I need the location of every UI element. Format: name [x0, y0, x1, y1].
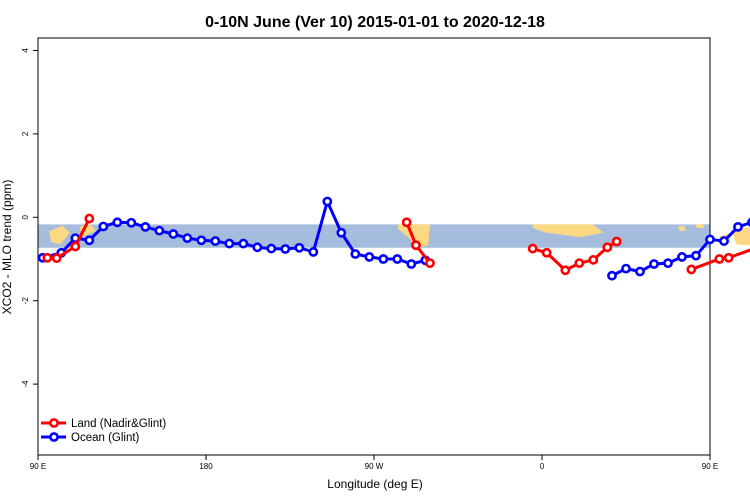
legend-entry: Ocean (Glint) [41, 432, 140, 444]
data-point [252, 242, 263, 253]
y-tick-label: 4 [21, 48, 30, 53]
legend-marker [49, 418, 59, 428]
land-shapes [49, 224, 750, 248]
data-point [527, 243, 538, 254]
se-asia-land-left [49, 225, 70, 245]
data-point [182, 233, 193, 244]
data-point [714, 254, 725, 264]
data-point [411, 240, 421, 251]
data-point [691, 250, 701, 261]
y-tick-label: -2 [21, 297, 30, 305]
series-layer [37, 196, 750, 281]
data-point [723, 252, 734, 263]
x-tick-label: 90 E [702, 462, 718, 471]
data-point [574, 258, 585, 269]
data-point [364, 252, 375, 262]
data-point [70, 241, 81, 252]
data-point [611, 236, 622, 247]
y-tick-label: 0 [21, 215, 30, 220]
africa-land [532, 224, 604, 238]
x-axis: 90 E 180 90 W 0 90 E [30, 455, 718, 471]
data-point [705, 234, 715, 245]
data-point [406, 259, 417, 269]
x-axis-label: Longitude (deg E) [327, 477, 422, 491]
data-point [602, 242, 613, 253]
data-point [51, 253, 62, 264]
data-point [42, 252, 53, 263]
legend-marker [49, 432, 59, 442]
y-tick-label: -4 [21, 380, 30, 388]
data-point [266, 243, 277, 254]
data-point [126, 217, 137, 228]
x-tick-label: 180 [199, 462, 213, 471]
data-point [401, 217, 412, 228]
data-point [84, 213, 95, 224]
data-point [635, 266, 645, 277]
y-axis: -4 -2 0 2 4 [21, 48, 38, 388]
series-land [42, 213, 750, 276]
data-point [210, 236, 221, 246]
data-point [649, 259, 659, 269]
legend-label: Ocean (Glint) [71, 432, 140, 444]
chart-title: 0-10N June (Ver 10) 2015-01-01 to 2020-1… [205, 14, 545, 31]
data-point [308, 247, 319, 257]
data-point [677, 252, 687, 262]
y-axis-label: XCO2 - MLO trend (ppm) [0, 180, 14, 315]
data-point [621, 263, 631, 274]
y-tick-label: 2 [21, 131, 30, 136]
data-point [350, 249, 361, 259]
data-point [588, 254, 599, 265]
data-point [425, 258, 435, 269]
data-point [154, 225, 165, 236]
data-point [663, 258, 673, 269]
data-point [322, 196, 333, 207]
data-point [140, 222, 151, 232]
data-point [168, 229, 179, 239]
islet-land [695, 224, 705, 228]
data-point [541, 247, 552, 258]
data-point [294, 242, 305, 253]
series-line-segment [42, 197, 426, 266]
series-ocean [37, 196, 750, 281]
legend-entry: Land (Nadir&Glint) [41, 418, 166, 430]
data-point [560, 265, 571, 276]
legend-label: Land (Nadir&Glint) [71, 418, 166, 430]
legend: Land (Nadir&Glint) Ocean (Glint) [41, 418, 166, 444]
south-america-land [398, 224, 430, 248]
data-point [196, 235, 207, 246]
data-point [733, 222, 743, 232]
data-point [336, 227, 347, 238]
data-point [112, 217, 123, 228]
ceylon-land [678, 225, 686, 232]
data-point [280, 244, 291, 254]
data-point [719, 236, 729, 246]
x-tick-label: 90 W [365, 462, 384, 471]
x-tick-label: 90 E [30, 462, 46, 471]
data-point [98, 221, 109, 232]
data-point [238, 238, 249, 249]
data-point [224, 238, 235, 249]
data-point [686, 264, 697, 275]
x-tick-label: 0 [540, 462, 545, 471]
data-point [392, 254, 403, 264]
data-point [607, 270, 617, 281]
data-point [84, 235, 95, 246]
data-point [378, 254, 389, 264]
